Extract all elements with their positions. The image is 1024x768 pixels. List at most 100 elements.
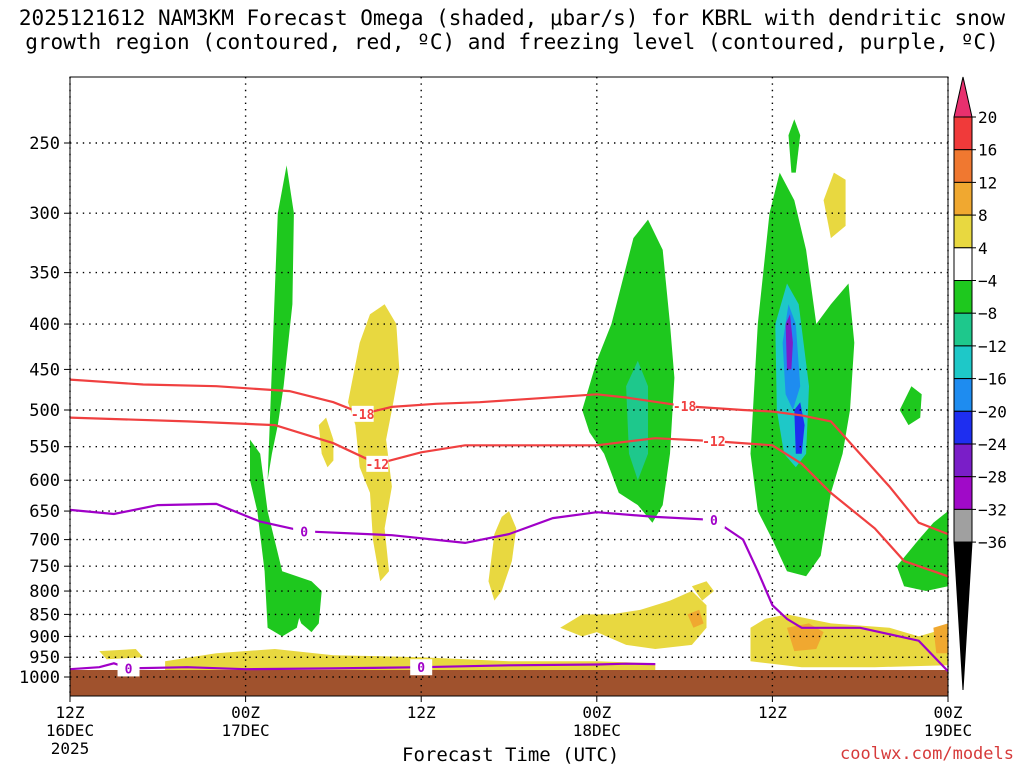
y-tick-label-300: 300 (29, 204, 60, 224)
colorbar-bottom-arrow (953, 541, 973, 691)
y-tick-label-950: 950 (29, 648, 60, 668)
isotherm-label-3-0: 0 (125, 662, 133, 677)
isotherm-label-0-1: -18 (673, 400, 697, 415)
y-tick-label-450: 450 (29, 360, 60, 380)
colorbar-label-0: 20 (978, 108, 997, 127)
colorbar-label-4: 4 (978, 239, 988, 258)
isotherm-label-bg-3-1 (410, 659, 433, 676)
isotherm-label-0-0: -18 (351, 408, 375, 423)
colorbar-label-7: −12 (978, 337, 1007, 356)
isotherm-line-2 (69, 502, 949, 672)
colorbar: 20 16 12 8 4 −4 −8 −12 −16 −20 −24 −28 −32 −36 (953, 76, 1007, 691)
x-axis-label: Forecast Time (UTC) (402, 744, 620, 766)
y-tick-label-500: 500 (29, 401, 60, 421)
colorbar-bin-12 (953, 476, 973, 510)
isotherm-line-3 (69, 662, 656, 671)
y-tick-label-600: 600 (29, 471, 60, 491)
omega-region-14 (318, 417, 334, 468)
isotherm-line-0 (69, 378, 949, 536)
x-tick-label-36-1: 18DEC (573, 721, 621, 740)
x-tick-label-0-0: 12Z (56, 703, 85, 722)
colorbar-bin-4 (953, 214, 973, 249)
omega-region-3 (582, 219, 675, 523)
ground-layer (70, 670, 948, 696)
isotherm-label-3-1: 0 (417, 661, 425, 676)
y-axis: 2503003504004505005506006507007508008509… (19, 134, 70, 688)
isotherm-label-bg-1-1 (702, 433, 725, 450)
colorbar-label-11: −28 (978, 468, 1007, 487)
y-tick-label-400: 400 (29, 315, 60, 335)
omega-region-20 (99, 649, 144, 660)
colorbar-bin-9 (953, 378, 973, 412)
colorbar-bin-6 (953, 280, 973, 314)
isotherm-label-bg-1-0 (366, 455, 389, 472)
source-credit: coolwx.com/models (840, 744, 1014, 764)
y-tick-label-250: 250 (29, 134, 60, 154)
x-tick-label-24-0: 12Z (407, 703, 436, 722)
omega-region-6 (788, 119, 801, 173)
x-tick-label-12-1: 17DEC (222, 721, 270, 740)
x-tick-label-12-0: 00Z (231, 703, 260, 722)
isotherm-label-bg-2-1 (702, 511, 725, 528)
colorbar-label-1: 16 (978, 141, 997, 160)
x-tick-label-60-1: 19DEC (924, 721, 972, 740)
colorbar-bin-11 (953, 443, 973, 478)
colorbar-label-12: −32 (978, 500, 1007, 519)
chart-title-line1: 2025121612 NAM3KM Forecast Omega (shaded… (18, 6, 1006, 30)
omega-shading-layer (99, 119, 948, 674)
y-tick-label-700: 700 (29, 531, 60, 551)
colorbar-bin-5 (953, 247, 973, 282)
y-tick-label-1000: 1000 (19, 668, 60, 688)
y-tick-label-350: 350 (29, 264, 60, 284)
y-tick-label-750: 750 (29, 557, 60, 577)
colorbar-bin-10 (953, 410, 973, 445)
omega-region-16 (560, 591, 707, 649)
colorbar-bin-13 (953, 508, 973, 543)
colorbar-label-3: 8 (978, 206, 988, 225)
x-tick-label-36-0: 00Z (582, 703, 611, 722)
colorbar-label-9: −20 (978, 402, 1007, 421)
isotherm-label-bg-2-0 (293, 523, 316, 540)
x-tick-label-0-2: 2025 (51, 739, 90, 758)
x-tick-label-0-1: 16DEC (46, 721, 94, 740)
omega-region-13 (348, 304, 400, 582)
colorbar-label-13: −36 (978, 533, 1007, 552)
colorbar-label-8: −16 (978, 370, 1007, 389)
omega-region-21 (691, 581, 714, 601)
isotherm-label-bg-3-0 (117, 660, 140, 677)
colorbar-label-2: 12 (978, 173, 997, 192)
isotherm-label-bg-0-0 (351, 405, 374, 422)
colorbar-bin-7 (953, 312, 973, 347)
colorbar-label-10: −24 (978, 435, 1007, 454)
omega-region-9 (626, 360, 648, 481)
colorbar-bin-2 (953, 149, 973, 183)
omega-region-2 (282, 571, 322, 633)
x-tick-label-60-0: 00Z (934, 703, 963, 722)
y-tick-label-550: 550 (29, 438, 60, 458)
plot-frame (69, 76, 949, 697)
y-tick-label-900: 900 (29, 627, 60, 647)
isotherm-line-1 (69, 416, 949, 578)
omega-region-24 (933, 623, 948, 654)
omega-region-18 (823, 172, 846, 239)
colorbar-bin-8 (953, 345, 973, 380)
colorbar-bin-3 (953, 181, 973, 216)
omega-region-1 (267, 165, 294, 481)
isotherm-label-1-1: -12 (702, 435, 725, 450)
y-tick-label-650: 650 (29, 502, 60, 522)
y-tick-label-800: 800 (29, 582, 60, 602)
chart-title-line2: growth region (contoured, red, ºC) and f… (25, 30, 999, 54)
colorbar-label-5: −4 (978, 272, 997, 291)
omega-region-22 (787, 623, 824, 652)
x-tick-label-48-0: 12Z (758, 703, 787, 722)
isotherm-label-2-1: 0 (710, 514, 718, 529)
y-tick-label-850: 850 (29, 605, 60, 625)
isotherm-label-2-0: 0 (300, 525, 308, 540)
colorbar-label-6: −8 (978, 304, 997, 323)
isotherm-layer: -18 -18 -12 -12 0 0 0 0 (69, 378, 949, 677)
omega-region-7 (899, 386, 922, 426)
colorbar-top-arrow (953, 76, 973, 118)
isotherm-label-bg-0-1 (673, 398, 696, 415)
